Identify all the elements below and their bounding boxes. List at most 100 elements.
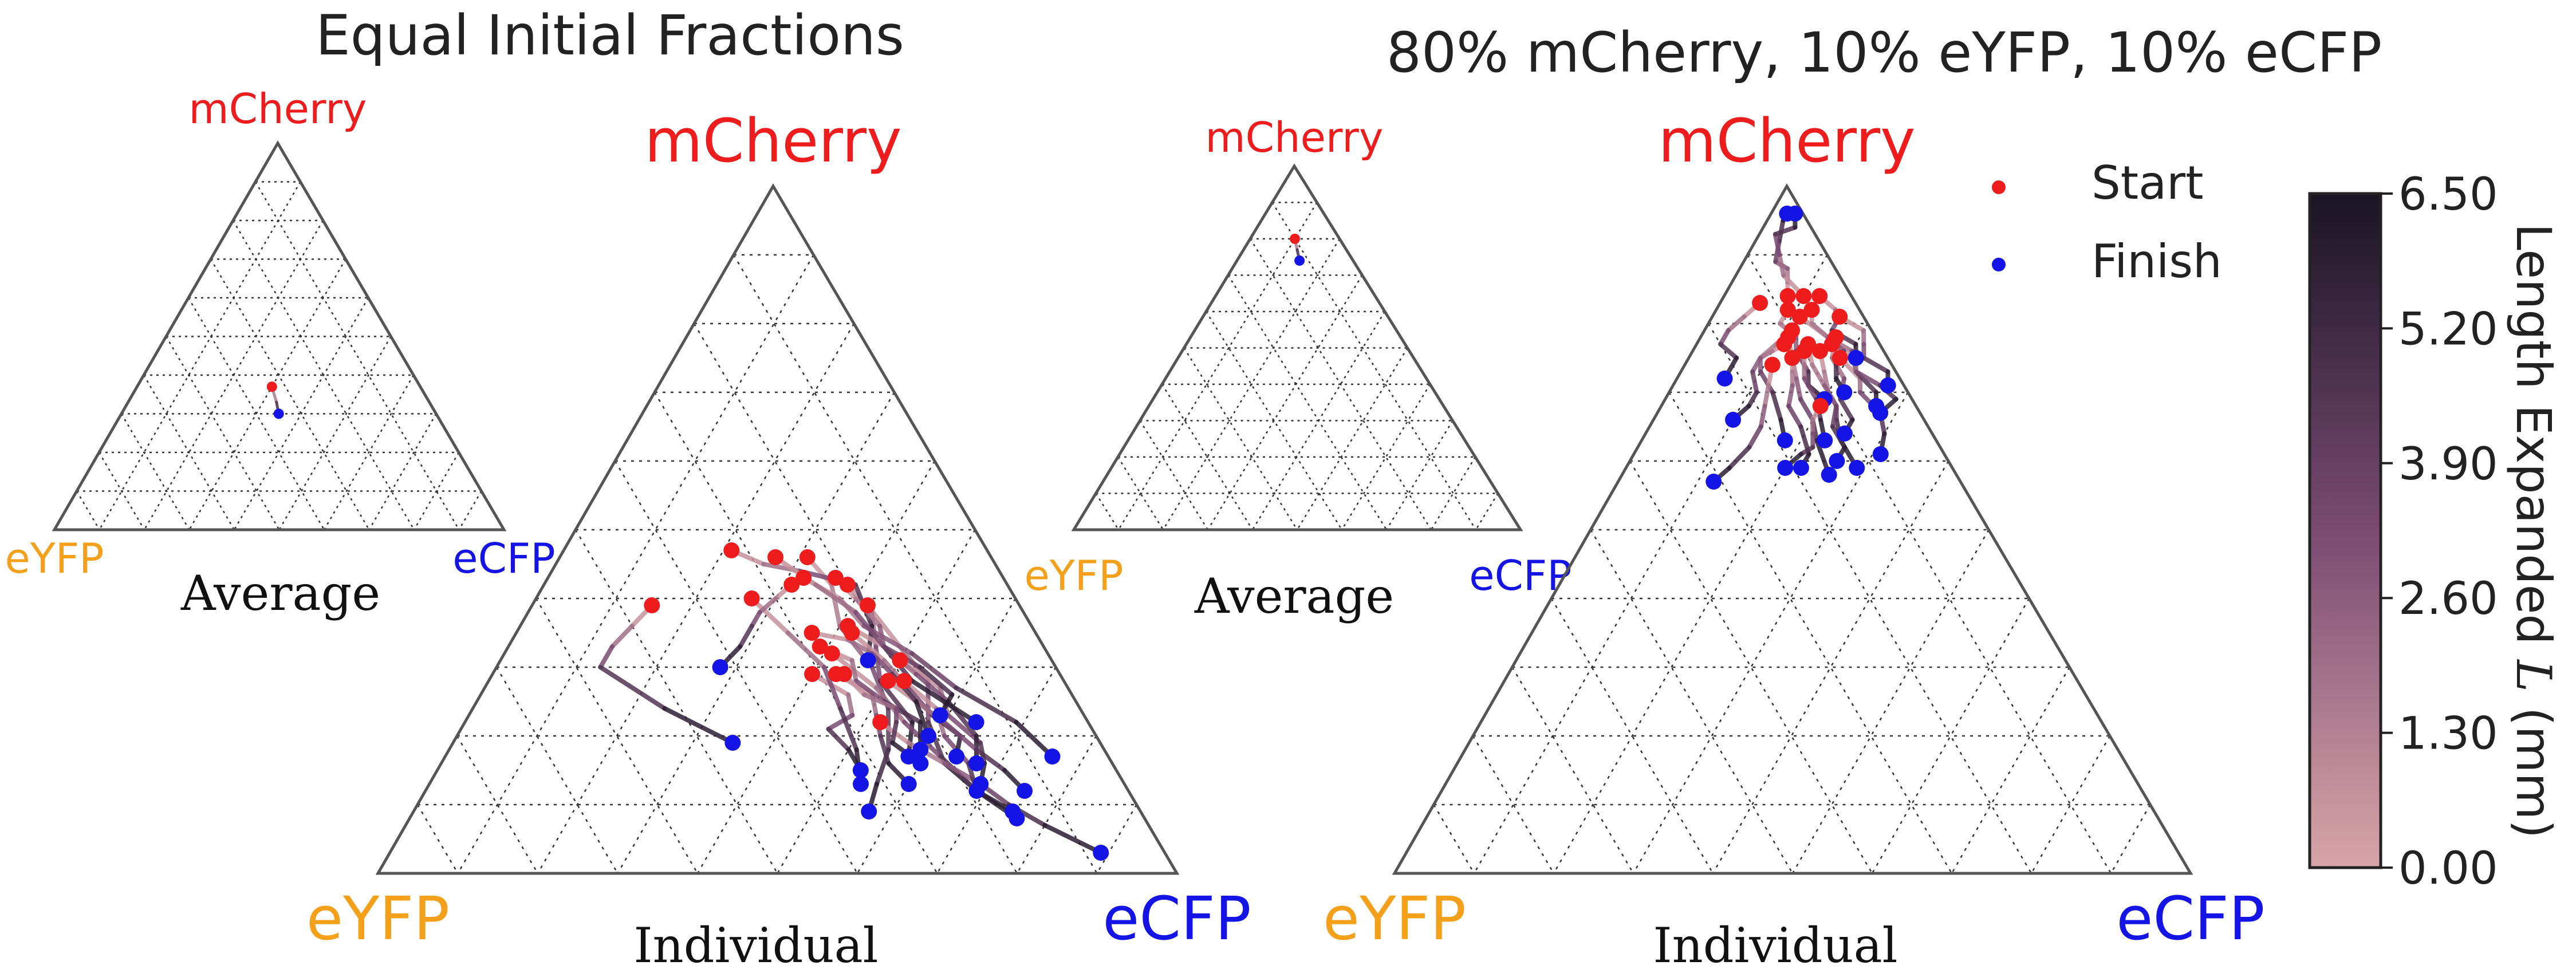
start-point — [1776, 336, 1793, 352]
finish-point — [1017, 783, 1033, 799]
finish-point — [1716, 371, 1733, 387]
trajectory-segment — [749, 596, 790, 635]
colorbar-ticks: 0.00 1.30 2.60 3.90 5.20 6.50 — [2381, 169, 2498, 895]
trajectory-segment — [954, 686, 1019, 724]
trajectory-segment — [974, 747, 1007, 773]
finish-point — [972, 776, 989, 792]
panel-subtitle: Average — [180, 565, 380, 621]
grid-line — [535, 598, 699, 874]
grid-line — [1096, 804, 1137, 874]
trajectory-segment — [838, 706, 859, 752]
start-point — [836, 666, 852, 682]
finish-point — [1821, 467, 1837, 483]
finish-point — [1705, 474, 1722, 490]
grid-line — [2030, 735, 2111, 874]
grid-line — [413, 452, 460, 530]
finish-point — [1725, 412, 1742, 428]
finish-point — [932, 707, 948, 723]
vertex-label-eyfp: eYFP — [306, 884, 450, 954]
start-point — [795, 570, 812, 586]
trajectory-segment — [1042, 823, 1104, 855]
start-point — [1812, 398, 1829, 414]
grid-line — [653, 392, 938, 874]
start-point — [1831, 350, 1848, 366]
grid-line — [143, 375, 235, 530]
left-title: Equal Initial Fractions — [316, 3, 904, 68]
finish-point — [860, 652, 876, 668]
finish-point — [968, 755, 985, 771]
colorbar-tick-label: 5.20 — [2398, 304, 2498, 355]
trajectory-segment — [662, 706, 735, 745]
grid-line — [1668, 392, 1953, 874]
grid-line — [1139, 420, 1209, 530]
right-title: 80% mCherry, 10% eYFP, 10% eCFP — [1387, 21, 2382, 85]
trajectory-segment — [869, 651, 895, 676]
grid-line — [1296, 347, 1408, 530]
grid-line — [1095, 493, 1120, 530]
finish-point — [861, 803, 877, 820]
grid-line — [1183, 347, 1298, 530]
trajectory-segment — [1809, 321, 1830, 340]
trajectory-segment — [1726, 314, 1747, 333]
start-point — [1784, 350, 1801, 366]
finish-point — [1849, 460, 1865, 476]
finish-point — [1836, 426, 1853, 442]
trajectory-segment — [909, 651, 959, 690]
trajectory-segment — [1830, 404, 1839, 429]
trajectory-segment — [1794, 376, 1803, 401]
vertex-label-ecfp: eCFP — [452, 534, 555, 582]
markers — [266, 381, 284, 419]
finish-point — [1848, 350, 1864, 366]
legend: Start Finish — [1992, 156, 2222, 288]
trajectory-segment — [1718, 342, 1739, 360]
trajectory-segment — [1773, 225, 1798, 237]
trajectory-segment — [909, 679, 979, 724]
start-point — [844, 625, 860, 641]
start-point — [803, 625, 820, 641]
trajectory-segment — [1786, 404, 1803, 429]
start-point — [266, 381, 277, 392]
start-point — [1290, 234, 1300, 244]
start-point — [1811, 288, 1828, 304]
trajectory-segment — [853, 679, 887, 704]
trajectory-segment — [1777, 253, 1786, 278]
start-point — [827, 570, 844, 586]
grid-line — [210, 258, 370, 530]
vertex-label-mcherry: mCherry — [189, 85, 367, 133]
trajectory-segment — [878, 734, 891, 766]
legend-finish-marker — [1992, 258, 2006, 271]
grid-line — [495, 667, 619, 874]
trajectory-segment — [826, 713, 855, 731]
colorbar: 0.00 1.30 2.60 3.90 5.20 6.50 Length Expanded… — [2308, 169, 2562, 895]
grid-line — [120, 413, 190, 530]
trajectory-segment — [845, 637, 875, 656]
trajectory-segment — [1747, 424, 1763, 450]
finish-point — [1044, 749, 1061, 765]
trajectory-segment — [1853, 369, 1882, 388]
trajectory-segment — [1802, 376, 1819, 401]
vertex-label-eyfp: eYFP — [1024, 552, 1123, 600]
trajectory-segment — [862, 692, 899, 711]
trajectory-segment — [942, 720, 979, 752]
trajectory-segment — [849, 658, 858, 683]
finish-point — [920, 728, 937, 744]
start-point — [1779, 302, 1796, 318]
grid-line — [1871, 598, 2030, 874]
ternary-frame — [1071, 163, 1523, 531]
grid-line — [1385, 420, 1454, 530]
trajectory-segment — [1861, 356, 1890, 374]
grid-line — [416, 804, 459, 874]
colorbar-tick-label: 3.90 — [2398, 439, 2498, 490]
trajectory-segment — [1762, 383, 1771, 408]
grid-line — [1227, 274, 1388, 530]
start-point — [767, 549, 784, 565]
ternary-frame — [1392, 183, 2193, 875]
start-point — [1791, 309, 1808, 325]
colorbar-tick-label: 0.00 — [2398, 843, 2498, 895]
trajectory-segment — [1786, 383, 1795, 408]
colorbar-tick-label: 6.50 — [2398, 169, 2498, 220]
markers — [644, 542, 1109, 861]
vertex-label-ecfp: eCFP — [2116, 884, 2264, 954]
finish-point — [1872, 405, 1889, 421]
